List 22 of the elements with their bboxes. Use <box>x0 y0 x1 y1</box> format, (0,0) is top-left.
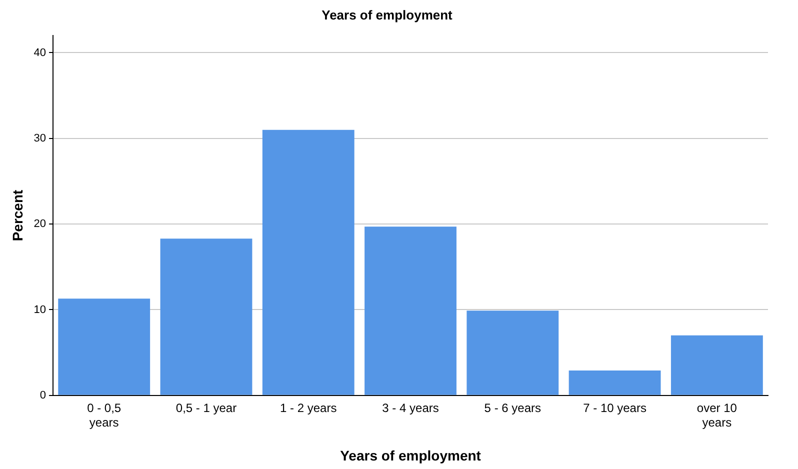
x-axis-title: Years of employment <box>340 447 482 464</box>
bar <box>466 310 559 395</box>
bar <box>568 370 661 395</box>
y-tick-label: 30 <box>34 132 46 144</box>
y-axis-title: Percent <box>9 189 26 242</box>
bar <box>670 335 763 395</box>
x-tick-label: 0,5 - 1 year <box>176 400 237 415</box>
y-tick-label: 40 <box>34 46 46 59</box>
y-tick-label: 10 <box>34 304 46 316</box>
bar <box>58 298 150 395</box>
y-tick-label: 20 <box>34 218 46 230</box>
y-tick-label: 0 <box>40 389 46 402</box>
x-tick-label: 1 - 2 years <box>280 400 337 415</box>
x-tick-label: over 10 years <box>696 400 738 430</box>
bar <box>262 130 354 395</box>
chart-title: Years of employment <box>322 7 454 22</box>
x-tick-label: 5 - 6 years <box>484 400 542 415</box>
x-tick-label: 0 - 0,5 years <box>87 400 122 430</box>
bar <box>364 226 456 395</box>
x-tick-label: 7 - 10 years <box>583 400 646 415</box>
x-tick-label: 3 - 4 years <box>382 400 439 415</box>
bar <box>160 238 252 395</box>
